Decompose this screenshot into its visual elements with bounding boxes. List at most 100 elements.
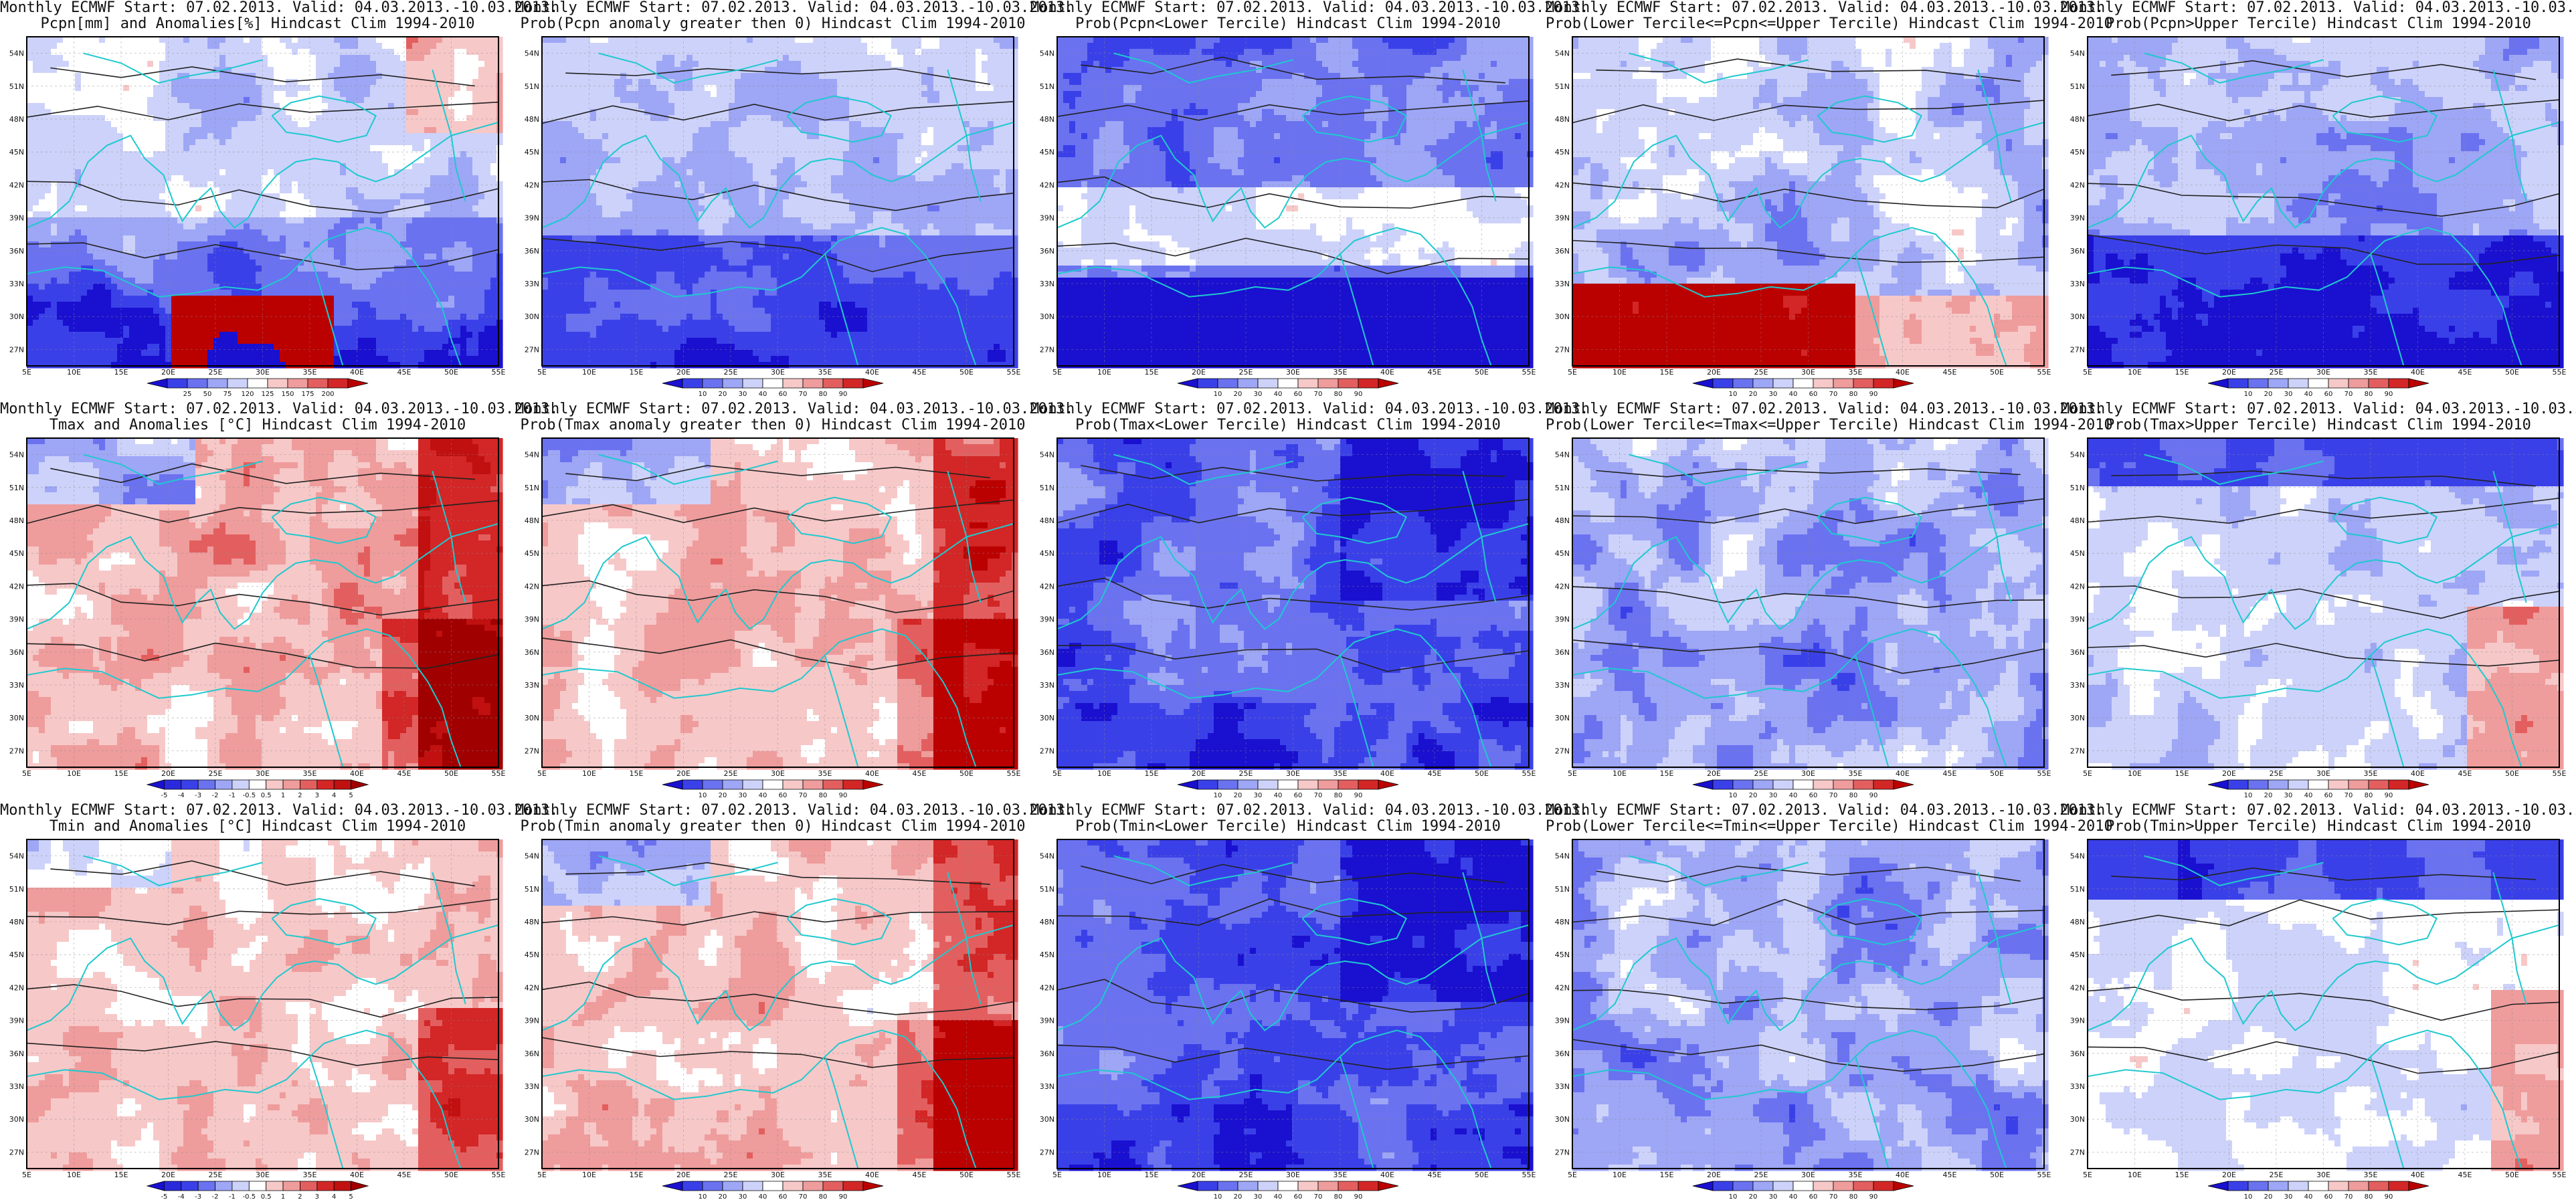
colorbar-tick-label: 40 [1274,1193,1283,1201]
lon-tick-label: 10E [1097,769,1111,778]
colorbar-swatch [2409,780,2429,789]
colorbar-swatch [1813,780,1833,789]
colorbar-tick-label: 20 [1234,391,1243,398]
lon-tick-label: 50E [2505,769,2519,778]
colorbar-tick-label: 70 [2344,792,2353,799]
colorbar-swatch [215,780,232,789]
colorbar-swatch [1338,780,1358,789]
lon-tick-label: 30E [1801,1171,1815,1179]
colorbar: -5 -4 -3 -2 -1 -0.5 0.5 1 2 3 4 5 [147,1181,368,1201]
lat-tick-label: 51N [9,885,24,894]
colorbar-swatch [300,780,316,789]
colorbar-tick-label: 30 [1769,391,1778,398]
colorbar-swatch [2349,379,2369,388]
colorbar-tick-label: 40 [1789,792,1798,799]
lon-tick-label: 50E [959,769,974,778]
lat-tick-label: 42N [2070,582,2085,591]
lon-tick-label: 20E [1192,1171,1206,1179]
colorbar-tick-label: 90 [2385,1193,2393,1201]
lon-tick-label: 40E [1380,1171,1394,1179]
colorbar-swatch [1793,379,1813,388]
lat-tick-label: 45N [525,148,539,157]
lon-tick-label: 10E [67,368,81,377]
shaded-field [27,839,503,1171]
colorbar-tick-label: 20 [719,1193,727,1201]
lat-tick-label: 39N [1555,214,1570,223]
lon-tick-label: 10E [1613,1171,1627,1179]
colorbar-swatch [266,780,283,789]
lat-tick-label: 39N [525,1017,539,1025]
lon-tick-label: 15E [114,1171,128,1179]
colorbar-tick-label: 10 [2244,1193,2253,1201]
colorbar-swatch [1278,379,1298,388]
lat-tick-label: 45N [1555,549,1570,558]
colorbar-swatch [147,379,167,388]
lat-tick-label: 33N [525,681,539,690]
lon-tick-label: 55E [2037,368,2051,377]
lon-tick-label: 40E [2411,1171,2425,1179]
lon-tick-label: 5E [537,769,547,778]
lat-tick-label: 39N [1555,615,1570,624]
lat-tick-label: 48N [1040,516,1054,525]
colorbar-swatch [863,1181,883,1191]
colorbar-tick-label: -4 [178,1193,185,1201]
colorbar-tick-label: 10 [699,391,707,398]
lon-tick-label: 40E [1896,769,1910,778]
lon-tick-label: 5E [2083,368,2092,377]
colorbar-swatch [2369,1181,2389,1191]
lon-tick-label: 10E [582,368,596,377]
lat-tick-label: 33N [1555,681,1570,690]
colorbar-tick-label: 80 [819,1193,828,1201]
colorbar-tick-label: 4 [332,792,336,799]
colorbar-swatch [1298,780,1318,789]
colorbar-tick-label: 70 [1829,1193,1838,1201]
colorbar-tick-label: 10 [699,1193,707,1201]
colorbar-swatch [682,1181,703,1191]
colorbar-swatch [1198,1181,1218,1191]
lat-tick-label: 45N [2070,148,2085,157]
lat-tick-label: 48N [9,918,24,926]
lon-tick-label: 20E [2222,368,2236,377]
lon-tick-label: 25E [1239,1171,1253,1179]
colorbar: 10 20 30 40 60 70 80 90 [1693,780,1914,799]
colorbar-swatch [1238,379,1258,388]
colorbar-swatch [1713,379,1733,388]
lat-tick-label: 48N [525,918,539,926]
colorbar-swatch [2208,1181,2228,1191]
colorbar-tick-label: 60 [1809,391,1818,398]
colorbar-swatch [1258,379,1278,388]
lon-tick-label: 45E [1428,769,1442,778]
shaded-field [1572,839,2049,1171]
lon-tick-label: 45E [1943,368,1957,377]
colorbar-tick-label: 90 [2385,391,2393,398]
colorbar-swatch [682,379,703,388]
colorbar-swatch [328,379,348,388]
colorbar-tick-label: 0.5 [261,1193,272,1201]
lon-tick-label: 30E [1286,1171,1300,1179]
colorbar: 10 20 30 40 60 70 80 90 [662,1181,883,1201]
lat-tick-label: 33N [2070,1082,2085,1091]
colorbar-tick-label: 90 [1869,1193,1878,1201]
colorbar-tick-label: 20 [1749,1193,1758,1201]
colorbar-swatch [2369,780,2389,789]
map-panel: Monthly ECMWF Start: 07.02.2013. Valid: … [515,803,1030,1204]
lon-tick-label: 50E [1990,368,2004,377]
colorbar-tick-label: 50 [203,391,212,398]
colorbar-swatch [167,379,187,388]
lon-tick-label: 10E [1613,368,1627,377]
lon-tick-label: 45E [397,769,411,778]
colorbar-tick-label: 80 [1849,1193,1858,1201]
lon-tick-label: 55E [2553,368,2567,377]
lat-tick-label: 51N [525,885,539,894]
lat-tick-label: 54N [1555,852,1570,861]
colorbar-tick-label: 175 [301,391,314,398]
lon-tick-label: 35E [1333,769,1348,778]
lon-tick-label: 20E [1707,1171,1721,1179]
lon-tick-label: 50E [1475,1171,1489,1179]
colorbar-tick-label: 80 [819,792,828,799]
colorbar-swatch [1873,1181,1894,1191]
colorbar-swatch [703,780,723,789]
